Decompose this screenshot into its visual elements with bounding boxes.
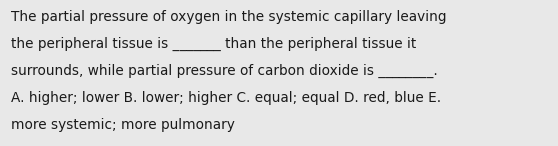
Text: the peripheral tissue is _______ than the peripheral tissue it: the peripheral tissue is _______ than th… <box>11 37 416 51</box>
Text: The partial pressure of oxygen in the systemic capillary leaving: The partial pressure of oxygen in the sy… <box>11 10 446 24</box>
Text: A. higher; lower B. lower; higher C. equal; equal D. red, blue E.: A. higher; lower B. lower; higher C. equ… <box>11 91 441 105</box>
Text: more systemic; more pulmonary: more systemic; more pulmonary <box>11 118 235 132</box>
Text: surrounds, while partial pressure of carbon dioxide is ________.: surrounds, while partial pressure of car… <box>11 64 438 78</box>
